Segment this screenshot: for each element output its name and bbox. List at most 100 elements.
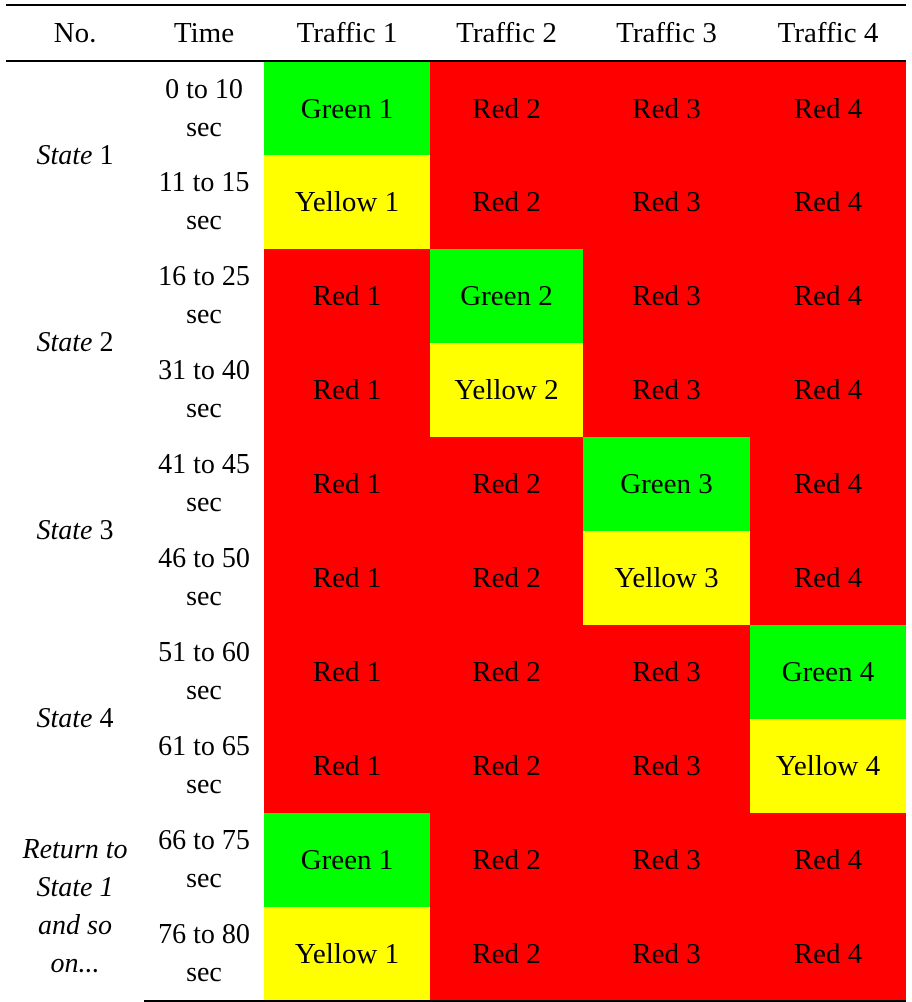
time-cell: 41 to 45 sec: [144, 437, 264, 531]
time-cell: 11 to 15 sec: [144, 155, 264, 249]
time-unit: sec: [186, 675, 222, 706]
signal-cell-traffic-3: Red 3: [583, 719, 750, 813]
state-label-line: and so: [38, 910, 112, 941]
signal-cell-traffic-4: Red 4: [750, 531, 906, 625]
time-cell: 16 to 25 sec: [144, 249, 264, 343]
signal-cell-traffic-1: Red 1: [264, 719, 430, 813]
signal-cell-traffic-3: Red 3: [583, 249, 750, 343]
header-traffic-1: Traffic 1: [264, 4, 430, 62]
state-label: State 4: [6, 625, 144, 813]
time-range: 11 to 15: [158, 167, 250, 198]
signal-cell-traffic-2: Red 2: [430, 155, 583, 249]
signal-cell-traffic-4: Red 4: [750, 343, 906, 437]
time-range: 46 to 50: [158, 543, 250, 574]
time-range: 0 to 10: [165, 73, 243, 105]
time-range: 66 to 75: [158, 825, 250, 856]
header-time: Time: [144, 4, 264, 62]
signal-cell-traffic-2: Red 2: [430, 813, 583, 907]
time-unit: sec: [186, 487, 222, 518]
table-row: State 2 16 to 25 sec Red 1 Green 2 Red 3 Red 4: [6, 249, 906, 358]
state-label: State 2: [6, 249, 144, 437]
signal-cell-traffic-1: Red 1: [264, 249, 430, 343]
signal-cell-traffic-4: Red 4: [750, 813, 906, 907]
signal-cell-traffic-1: Green 1: [264, 61, 430, 155]
table-row: Return to State 1 and so on... 66 to 75 sec Gr…: [6, 813, 906, 979]
header-row: No. Time Traffic 1 Traffic 2 Traffic 3 T…: [6, 4, 906, 62]
time-unit: sec: [186, 863, 222, 894]
time-unit: sec: [186, 956, 222, 988]
state-label-line: on...: [50, 948, 100, 979]
signal-cell-traffic-2: Red 2: [430, 625, 583, 719]
signal-cell-traffic-4: Red 4: [750, 155, 906, 249]
signal-cell-traffic-3: Yellow 3: [583, 531, 750, 625]
signal-cell-traffic-1: Yellow 1: [264, 155, 430, 249]
state-label-line: Return to: [22, 834, 128, 865]
state-label-word: State: [36, 703, 93, 734]
signal-cell-traffic-4: Yellow 4: [750, 719, 906, 813]
table-row: 61 to 65 sec Red 1 Red 2 Red 3 Yellow 4: [6, 719, 906, 813]
traffic-light-timing-table: No. Time Traffic 1 Traffic 2 Traffic 3 T…: [6, 4, 906, 1002]
signal-cell-traffic-2: Red 2: [430, 531, 583, 625]
table-row: State 4 51 to 60 sec Red 1 Red 2 Red 3 Green 4: [6, 625, 906, 734]
time-unit: sec: [186, 393, 222, 424]
signal-cell-traffic-4: Red 4: [750, 61, 906, 155]
signal-cell-traffic-3: Red 3: [583, 155, 750, 249]
signal-cell-traffic-1: Red 1: [264, 625, 430, 719]
signal-cell-traffic-4: Red 4: [750, 249, 906, 343]
signal-cell-traffic-2: Green 2: [430, 249, 583, 343]
table-row: 46 to 50 sec Red 1 Red 2 Yellow 3 Red 4: [6, 531, 906, 625]
time-cell: 66 to 75 sec: [144, 813, 264, 907]
state-label-number: 3: [99, 515, 114, 546]
signal-cell-traffic-1: Red 1: [264, 343, 430, 437]
table-header: No. Time Traffic 1 Traffic 2 Traffic 3 T…: [6, 4, 906, 62]
time-range: 61 to 65: [158, 731, 250, 762]
state-label-word: State: [36, 327, 93, 358]
signal-cell-traffic-2: Red 2: [430, 907, 583, 1002]
signal-cell-traffic-1: Red 1: [264, 437, 430, 531]
time-range: 16 to 25: [158, 261, 250, 292]
table-row: State 3 41 to 45 sec Red 1 Red 2 Green 3 Red 4: [6, 437, 906, 546]
time-range: 41 to 45: [158, 449, 250, 480]
signal-cell-traffic-1: Green 1: [264, 813, 430, 907]
signal-cell-traffic-2: Yellow 2: [430, 343, 583, 437]
signal-cell-traffic-3: Green 3: [583, 437, 750, 531]
header-traffic-2: Traffic 2: [430, 4, 583, 62]
time-cell: 76 to 80 sec: [144, 907, 264, 1002]
signal-cell-traffic-3: Red 3: [583, 343, 750, 437]
time-cell: 51 to 60 sec: [144, 625, 264, 719]
table-row: 76 to 80 sec Yellow 1 Red 2 Red 3 Red 4: [6, 907, 906, 1002]
state-label-line: State 1: [36, 872, 114, 903]
table-row: State 1 0 to 10 sec Green 1 Red 2 Red 3 Red 4: [6, 61, 906, 171]
signal-cell-traffic-1: Yellow 1: [264, 907, 430, 1002]
time-unit: sec: [186, 299, 222, 330]
signal-cell-traffic-4: Red 4: [750, 907, 906, 1002]
time-range: 76 to 80: [158, 918, 250, 950]
state-label-number: 1: [99, 139, 114, 171]
state-label-number: 2: [99, 327, 114, 358]
state-label-word: State: [36, 139, 93, 171]
signal-cell-traffic-3: Red 3: [583, 813, 750, 907]
signal-cell-traffic-2: Red 2: [430, 61, 583, 155]
signal-cell-traffic-3: Red 3: [583, 61, 750, 155]
header-traffic-4: Traffic 4: [750, 4, 906, 62]
signal-cell-traffic-4: Red 4: [750, 437, 906, 531]
time-unit: sec: [186, 769, 222, 800]
table-row: 11 to 15 sec Yellow 1 Red 2 Red 3 Red 4: [6, 155, 906, 249]
time-unit: sec: [186, 205, 222, 236]
signal-cell-traffic-2: Red 2: [430, 719, 583, 813]
time-cell: 31 to 40 sec: [144, 343, 264, 437]
state-label-word: State: [36, 515, 93, 546]
traffic-light-timing-table-container: No. Time Traffic 1 Traffic 2 Traffic 3 T…: [6, 4, 906, 1002]
time-range: 31 to 40: [158, 355, 250, 386]
state-label-number: 4: [99, 703, 114, 734]
time-unit: sec: [186, 581, 222, 612]
state-label: State 3: [6, 437, 144, 625]
signal-cell-traffic-4: Green 4: [750, 625, 906, 719]
state-label: Return to State 1 and so on...: [6, 813, 144, 1001]
time-range: 51 to 60: [158, 637, 250, 668]
time-cell: 61 to 65 sec: [144, 719, 264, 813]
signal-cell-traffic-1: Red 1: [264, 531, 430, 625]
signal-cell-traffic-2: Red 2: [430, 437, 583, 531]
time-cell: 46 to 50 sec: [144, 531, 264, 625]
